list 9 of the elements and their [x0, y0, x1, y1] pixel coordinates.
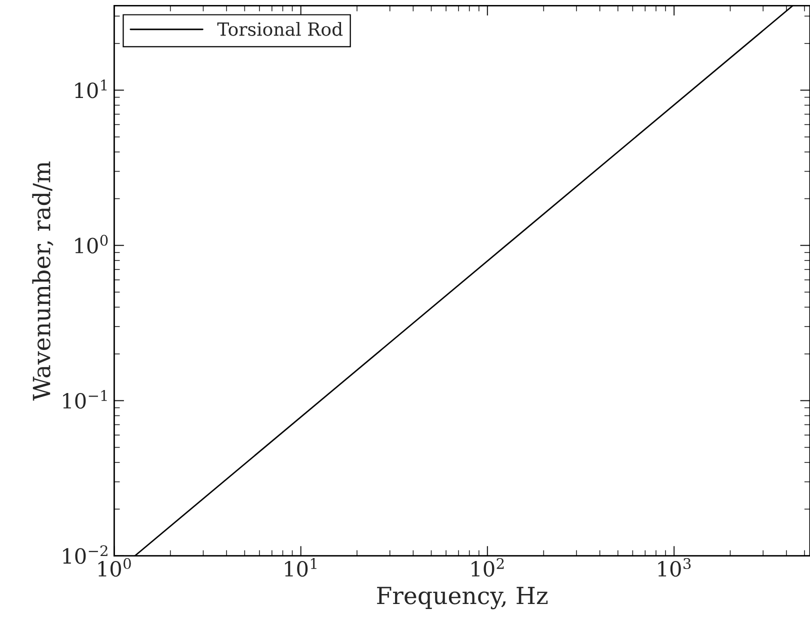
x-tick-label: 10$^{2}$ [472, 558, 504, 577]
y-tick-label: 10$^{1}$ [75, 80, 107, 98]
x-axis-title: Frequency, Hz [377, 586, 548, 610]
y-axis-title: Wavenumber, rad/m [32, 161, 54, 401]
legend-label: Torsional Rod [217, 22, 343, 36]
y-tick-label: 10$^{0}$ [75, 234, 108, 254]
x-tick-label: 10$^{1}$ [285, 558, 316, 577]
y-tick-label: 10$^{−1}$ [63, 390, 107, 409]
x-tick-label: 10$^{3}$ [658, 558, 691, 577]
